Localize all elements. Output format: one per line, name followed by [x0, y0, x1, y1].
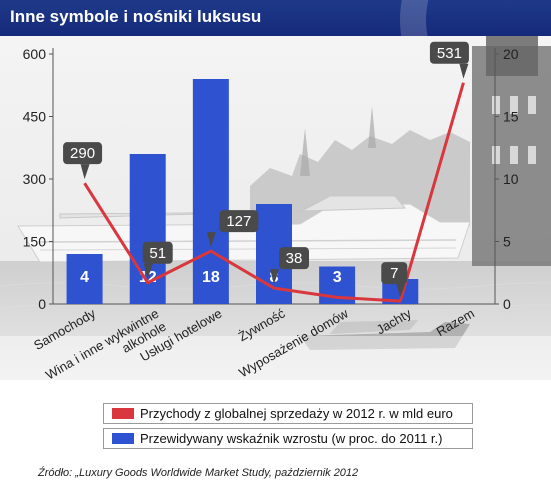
x-tick-label-line: Razem: [434, 306, 477, 340]
bar: [129, 154, 166, 304]
x-tick-label: Żywność: [236, 305, 288, 344]
bar-value-label: 4: [80, 269, 89, 286]
callout-pointer: [206, 232, 216, 248]
y-left-tick-label: 450: [23, 109, 47, 125]
callout-pointer: [396, 284, 406, 298]
callout-box: [142, 241, 173, 264]
x-tick-label-line: Jachty: [374, 305, 414, 337]
line-value-label: 127: [226, 213, 251, 230]
y-left-tick-label: 150: [23, 234, 47, 250]
y-right-tick-label: 0: [503, 296, 511, 312]
y-right-tick-label: 15: [503, 109, 519, 125]
y-right-tick-label: 5: [503, 234, 511, 250]
x-tick-label: Razem: [434, 306, 477, 340]
bar: [66, 254, 103, 304]
legend-swatch-bar: [112, 433, 134, 444]
bar: [192, 79, 229, 304]
legend-item-bar: Przewidywany wskaźnik wzrostu (w proc. d…: [103, 428, 473, 449]
x-tick-label: Jachty: [374, 305, 414, 337]
callout-box: [381, 262, 408, 285]
callout-pointer: [459, 63, 469, 79]
header-bar: Inne symbole i nośniki luksusu: [0, 0, 551, 36]
chart-title: Inne symbole i nośniki luksusu: [10, 7, 262, 26]
callout-pointer: [80, 164, 90, 180]
y-right-tick-label: 10: [503, 171, 519, 187]
callout-box: [219, 210, 259, 233]
combo-chart: 0150300450600051015204121883229051127387…: [23, 41, 519, 380]
legend-swatch-line: [112, 408, 134, 419]
source-note: Źródło: „Luxury Goods Worldwide Market S…: [38, 467, 359, 479]
callout-pointer: [143, 263, 153, 279]
y-left-tick-label: 300: [23, 171, 47, 187]
bar-value-label: 18: [202, 269, 220, 286]
callout-box: [429, 41, 469, 64]
x-tick-label: Wyposażenie domów: [236, 305, 351, 380]
y-left-tick-label: 0: [38, 296, 46, 312]
x-tick-label-line: Wyposażenie domów: [236, 305, 351, 380]
line-value-label: 290: [70, 145, 95, 162]
callout-box: [63, 142, 103, 165]
legend-label-line: Przychody z globalnej sprzedaży w 2012 r…: [140, 406, 453, 421]
legend-label-bar: Przewidywany wskaźnik wzrostu (w proc. d…: [140, 431, 443, 446]
line-value-label: 51: [149, 245, 166, 262]
callout-pointer: [270, 269, 279, 285]
bar-value-label: 3: [333, 269, 342, 286]
line-value-label: 38: [286, 250, 303, 267]
y-right-tick-label: 20: [503, 46, 519, 62]
x-tick-label: Wina i inne wykwintnealkohole: [43, 306, 169, 380]
header-decoration: [400, 0, 551, 36]
line-value-label: 531: [437, 45, 462, 62]
callout-box: [279, 247, 309, 270]
line-series: [83, 82, 465, 303]
line-value-label: 7: [390, 265, 398, 282]
x-tick-label-line: Żywność: [236, 305, 288, 344]
y-left-tick-label: 600: [23, 46, 47, 62]
legend-item-line: Przychody z globalnej sprzedaży w 2012 r…: [103, 403, 473, 424]
